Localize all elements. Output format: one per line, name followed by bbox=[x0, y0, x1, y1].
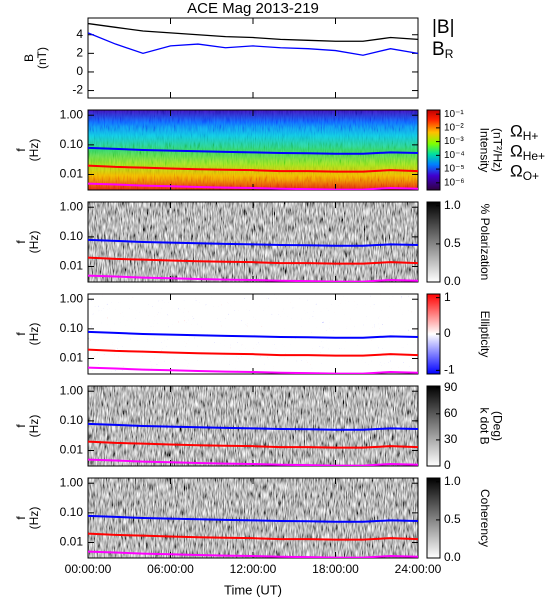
series-line bbox=[88, 440, 418, 449]
y-tick-label: 0.10 bbox=[60, 505, 84, 519]
y-axis-label: f bbox=[14, 148, 28, 152]
y-tick-label: -2 bbox=[72, 83, 83, 97]
series-line bbox=[88, 256, 418, 265]
chart-title: ACE Mag 2013-219 bbox=[187, 0, 319, 17]
y-axis-label: (Hz) bbox=[27, 415, 41, 438]
y-tick-label: 0.01 bbox=[60, 535, 84, 549]
y-tick-label: 0.01 bbox=[60, 259, 84, 273]
colorbar-label: Coherency bbox=[478, 489, 492, 547]
x-tick-label: 00:00:00 bbox=[65, 562, 112, 576]
series-line bbox=[88, 330, 418, 339]
colorbar-tick-label: 0 bbox=[444, 326, 451, 340]
y-tick-label: 0.01 bbox=[60, 167, 84, 181]
legend-entry: ΩH+ bbox=[510, 121, 538, 143]
series-line bbox=[88, 274, 418, 282]
colorbar-label: Ellipticity bbox=[478, 311, 492, 358]
series-line bbox=[88, 146, 418, 155]
colorbar-tick-label: 90 bbox=[444, 380, 458, 394]
colorbar-tick-label: 10⁻⁵ bbox=[444, 164, 465, 175]
y-tick-label: 4 bbox=[76, 27, 83, 41]
y-tick-label: 0 bbox=[76, 64, 83, 78]
legend-subscript: H+ bbox=[523, 129, 539, 143]
colorbar-tick-label: 0 bbox=[444, 458, 451, 472]
y-axis-label: (Hz) bbox=[27, 507, 41, 530]
series-line bbox=[88, 182, 418, 190]
colorbar-label: (nT²/Hz) bbox=[490, 128, 504, 172]
legend-entry: BR bbox=[432, 39, 454, 61]
colorbar-tick-label: 10⁻⁶ bbox=[444, 177, 465, 188]
colorbar-tick-label: 0.0 bbox=[444, 550, 461, 564]
y-tick-label: 0.10 bbox=[60, 229, 84, 243]
y-axis-label: f bbox=[14, 240, 28, 244]
colorbar-tick-label: 0.5 bbox=[444, 512, 461, 526]
colorbar-tick-label: 10⁻² bbox=[444, 123, 464, 134]
colorbar bbox=[426, 201, 441, 283]
colorbar-tick-label: 30 bbox=[444, 432, 458, 446]
legend-subscript: R bbox=[445, 47, 454, 61]
series-line bbox=[88, 164, 418, 173]
y-axis-label: (Hz) bbox=[27, 323, 41, 346]
colorbar-label: % Polarization bbox=[478, 204, 492, 281]
x-tick-label: 24:00:00 bbox=[395, 562, 442, 576]
y-axis-label: (nT) bbox=[35, 47, 49, 69]
series-line bbox=[88, 514, 418, 523]
series-line bbox=[88, 458, 418, 466]
colorbar-tick-label: 60 bbox=[444, 406, 458, 420]
colorbar-tick-label: 1.0 bbox=[444, 474, 461, 488]
series-line bbox=[88, 422, 418, 431]
legend-subscript: O+ bbox=[523, 169, 539, 183]
series-line bbox=[88, 348, 418, 357]
colorbar-label: k dot B bbox=[477, 407, 491, 444]
series-line bbox=[88, 550, 418, 558]
y-axis-label: f bbox=[14, 332, 28, 336]
y-tick-label: 0.10 bbox=[60, 413, 84, 427]
x-tick-label: 12:00:00 bbox=[230, 562, 277, 576]
y-axis-label: (Hz) bbox=[27, 231, 41, 254]
colorbar-tick-label: 1.0 bbox=[444, 198, 461, 212]
x-axis-label: Time (UT) bbox=[224, 582, 282, 597]
colorbar-tick-label: 10⁻¹ bbox=[444, 109, 464, 120]
legend-entry: ΩO+ bbox=[510, 161, 539, 183]
colorbar-tick-label: 10⁻⁴ bbox=[444, 150, 465, 161]
y-tick-label: 1.00 bbox=[60, 199, 84, 213]
colorbar bbox=[426, 385, 441, 467]
y-axis-label: f bbox=[14, 424, 28, 428]
colorbar-label: Intensity bbox=[477, 128, 491, 173]
colorbar-tick-label: -1 bbox=[444, 363, 455, 377]
series-line bbox=[88, 32, 418, 56]
y-axis-label: (Hz) bbox=[27, 139, 41, 162]
colorbar bbox=[426, 109, 441, 191]
legend-entry: |B| bbox=[432, 17, 455, 38]
x-tick-label: 18:00:00 bbox=[312, 562, 359, 576]
y-tick-label: 1.00 bbox=[60, 107, 84, 121]
colorbar-tick-label: 0.5 bbox=[444, 236, 461, 250]
series-line bbox=[88, 532, 418, 541]
series-line bbox=[88, 366, 418, 374]
series-line bbox=[88, 22, 418, 42]
y-tick-label: 0.10 bbox=[60, 321, 84, 335]
y-tick-label: 1.00 bbox=[60, 475, 84, 489]
y-tick-label: 0.01 bbox=[60, 351, 84, 365]
y-tick-label: 1.00 bbox=[60, 291, 84, 305]
y-tick-label: 1.00 bbox=[60, 383, 84, 397]
colorbar-label: (Deg) bbox=[490, 411, 504, 441]
colorbar-tick-label: 1 bbox=[444, 290, 451, 304]
colorbar-tick-label: 10⁻³ bbox=[444, 136, 464, 147]
series-line bbox=[88, 238, 418, 247]
y-tick-label: 0.10 bbox=[60, 137, 84, 151]
y-tick-label: 0.01 bbox=[60, 443, 84, 457]
y-axis-label: f bbox=[14, 516, 28, 520]
legend-subscript: He+ bbox=[523, 149, 545, 163]
y-tick-label: 2 bbox=[76, 46, 83, 60]
y-axis-label: B bbox=[22, 54, 36, 62]
legend-entry: ΩHe+ bbox=[510, 141, 545, 163]
colorbar bbox=[426, 477, 441, 559]
colorbar-tick-label: 0.0 bbox=[444, 274, 461, 288]
x-tick-label: 06:00:00 bbox=[147, 562, 194, 576]
